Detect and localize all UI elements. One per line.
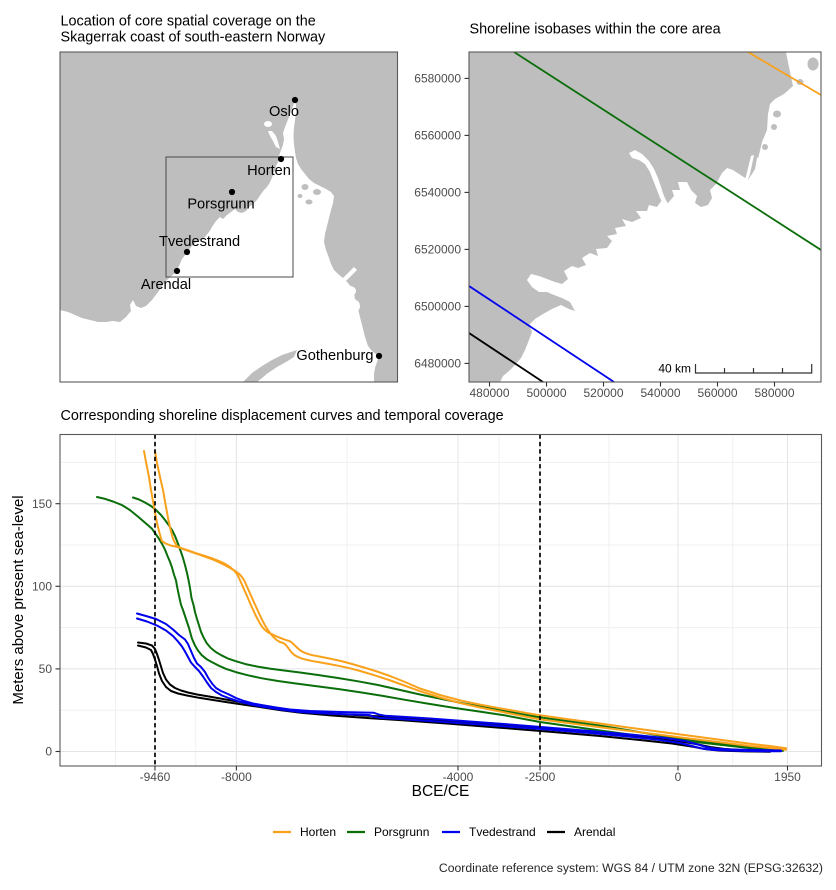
svg-text:Skagerrak coast of south-easte: Skagerrak coast of south-eastern Norway	[61, 30, 327, 46]
svg-text:Arendal: Arendal	[574, 825, 615, 839]
svg-text:540000: 540000	[640, 386, 680, 400]
svg-text:150: 150	[32, 497, 52, 511]
svg-text:Gothenburg: Gothenburg	[296, 348, 373, 364]
svg-text:BCE/CE: BCE/CE	[412, 783, 470, 800]
svg-text:Horten: Horten	[247, 163, 291, 179]
svg-text:0: 0	[45, 745, 52, 759]
svg-text:-8000: -8000	[221, 770, 252, 784]
svg-text:500000: 500000	[526, 386, 566, 400]
svg-text:Corresponding shoreline displa: Corresponding shoreline displacement cur…	[61, 408, 504, 424]
svg-text:Location of core spatial cover: Location of core spatial coverage on the	[61, 14, 316, 30]
svg-text:520000: 520000	[583, 386, 623, 400]
svg-text:580000: 580000	[754, 386, 794, 400]
svg-text:100: 100	[32, 580, 52, 594]
svg-text:-2500: -2500	[525, 770, 556, 784]
svg-text:-4000: -4000	[443, 770, 474, 784]
svg-text:6520000: 6520000	[414, 243, 461, 257]
svg-text:6560000: 6560000	[414, 129, 461, 143]
svg-text:Tvedestrand: Tvedestrand	[469, 825, 536, 839]
svg-text:6540000: 6540000	[414, 186, 461, 200]
svg-text:Horten: Horten	[300, 825, 336, 839]
svg-text:40 km: 40 km	[658, 362, 691, 376]
svg-text:6580000: 6580000	[414, 72, 461, 86]
svg-text:Tvedestrand: Tvedestrand	[159, 234, 240, 250]
svg-text:-9460: -9460	[140, 770, 171, 784]
svg-text:Oslo: Oslo	[269, 104, 299, 120]
svg-text:6480000: 6480000	[414, 357, 461, 371]
svg-text:Shoreline isobases within the: Shoreline isobases within the core area	[470, 21, 721, 37]
svg-text:Porsgrunn: Porsgrunn	[187, 197, 254, 213]
svg-text:1950: 1950	[774, 770, 801, 784]
svg-text:Meters above present sea-level: Meters above present sea-level	[10, 495, 27, 704]
svg-text:560000: 560000	[697, 386, 737, 400]
svg-text:480000: 480000	[469, 386, 509, 400]
svg-text:0: 0	[675, 770, 682, 784]
svg-text:Porsgrunn: Porsgrunn	[374, 825, 429, 839]
svg-text:Coordinate reference system: W: Coordinate reference system: WGS 84 / UT…	[439, 861, 823, 875]
svg-text:6500000: 6500000	[414, 300, 461, 314]
svg-text:50: 50	[39, 662, 53, 676]
svg-text:Arendal: Arendal	[141, 277, 191, 293]
